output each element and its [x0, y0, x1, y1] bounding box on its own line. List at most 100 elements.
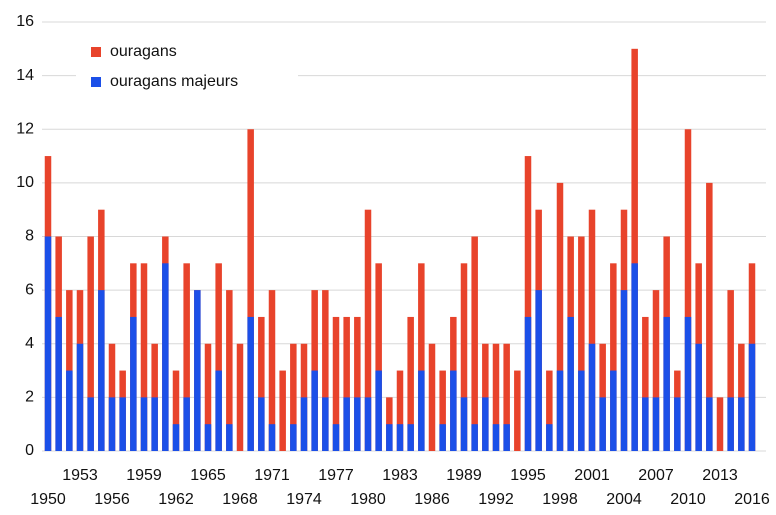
bar — [268, 424, 276, 451]
bar — [236, 343, 244, 451]
bar — [428, 343, 436, 451]
y-tick-label: 16 — [16, 13, 34, 30]
bar — [610, 263, 617, 451]
bar — [439, 424, 446, 451]
bar — [343, 397, 350, 451]
bar — [375, 263, 382, 451]
bar — [546, 424, 553, 451]
bar — [460, 397, 468, 451]
bar — [471, 236, 478, 451]
bar — [471, 424, 478, 451]
bar — [375, 370, 382, 451]
bar — [76, 343, 84, 451]
x-tick-label: 1950 — [30, 491, 66, 508]
bar — [311, 370, 318, 451]
bar — [300, 397, 308, 451]
bar — [140, 263, 148, 451]
bar — [322, 290, 329, 451]
bar — [258, 316, 265, 451]
x-tick-label: 2007 — [638, 467, 674, 484]
bar — [620, 290, 628, 451]
bar — [535, 290, 542, 451]
x-tick-label: 1965 — [190, 467, 226, 484]
bar — [599, 397, 606, 451]
x-tick-label: 1968 — [222, 491, 258, 508]
bar — [524, 316, 532, 451]
bar — [492, 343, 500, 451]
y-tick-label: 4 — [25, 335, 34, 352]
x-tick-label: 2010 — [670, 491, 706, 508]
bar — [738, 397, 745, 451]
bar — [343, 316, 350, 451]
bar — [279, 370, 286, 451]
bar — [194, 290, 201, 451]
bar — [706, 182, 713, 451]
y-tick-label: 14 — [16, 67, 34, 84]
bar — [215, 370, 222, 451]
bar — [492, 424, 500, 451]
bar — [172, 424, 180, 451]
bar — [727, 290, 734, 451]
x-tick-label: 1989 — [446, 467, 482, 484]
x-tick-label: 1992 — [478, 491, 514, 508]
x-tick-label: 1974 — [286, 491, 322, 508]
x-tick-label: 2016 — [734, 491, 770, 508]
bar — [396, 370, 404, 451]
x-tick-label: 1980 — [350, 491, 386, 508]
bar — [130, 316, 137, 451]
legend-label: ouragans — [110, 43, 177, 60]
legend-box — [76, 34, 298, 98]
bar — [503, 424, 510, 451]
bar — [247, 129, 254, 451]
bar — [642, 316, 649, 451]
bar — [482, 397, 489, 451]
x-tick-label: 1998 — [542, 491, 578, 508]
bar — [226, 424, 233, 451]
bar — [631, 48, 638, 451]
y-tick-label: 10 — [16, 174, 34, 191]
bar — [610, 370, 617, 451]
bar — [226, 290, 233, 451]
bar — [418, 263, 425, 451]
bar — [556, 182, 564, 451]
bar — [119, 397, 126, 451]
bar — [450, 370, 457, 451]
bar — [727, 397, 734, 451]
bar — [364, 397, 372, 451]
x-tick-label: 2001 — [574, 467, 610, 484]
y-tick-label: 6 — [25, 281, 34, 298]
y-tick-label: 0 — [25, 442, 34, 459]
bar — [684, 129, 692, 451]
bar — [695, 343, 702, 451]
x-tick-label: 2004 — [606, 491, 642, 508]
legend-label: ouragans majeurs — [110, 73, 238, 90]
x-tick-label: 1962 — [158, 491, 194, 508]
legend-swatch — [91, 47, 101, 57]
bar — [290, 343, 297, 451]
bar — [567, 316, 574, 451]
bar — [204, 424, 212, 451]
bar — [162, 263, 169, 451]
bar — [268, 290, 276, 451]
bar — [503, 343, 510, 451]
bar — [386, 424, 393, 451]
bar — [322, 397, 329, 451]
bar — [684, 316, 692, 451]
bar — [290, 424, 297, 451]
x-tick-label: 1983 — [382, 467, 418, 484]
bar — [66, 370, 73, 451]
bar — [55, 316, 62, 451]
bar — [642, 397, 649, 451]
bar — [354, 316, 361, 451]
bar — [588, 343, 596, 451]
bar — [546, 370, 553, 451]
bar — [663, 316, 670, 451]
bar — [588, 209, 596, 451]
bar — [407, 424, 414, 451]
x-tick-label: 1953 — [62, 467, 98, 484]
bar — [140, 397, 148, 451]
bar — [332, 424, 340, 451]
x-tick-label: 1977 — [318, 467, 354, 484]
bar — [556, 370, 564, 451]
